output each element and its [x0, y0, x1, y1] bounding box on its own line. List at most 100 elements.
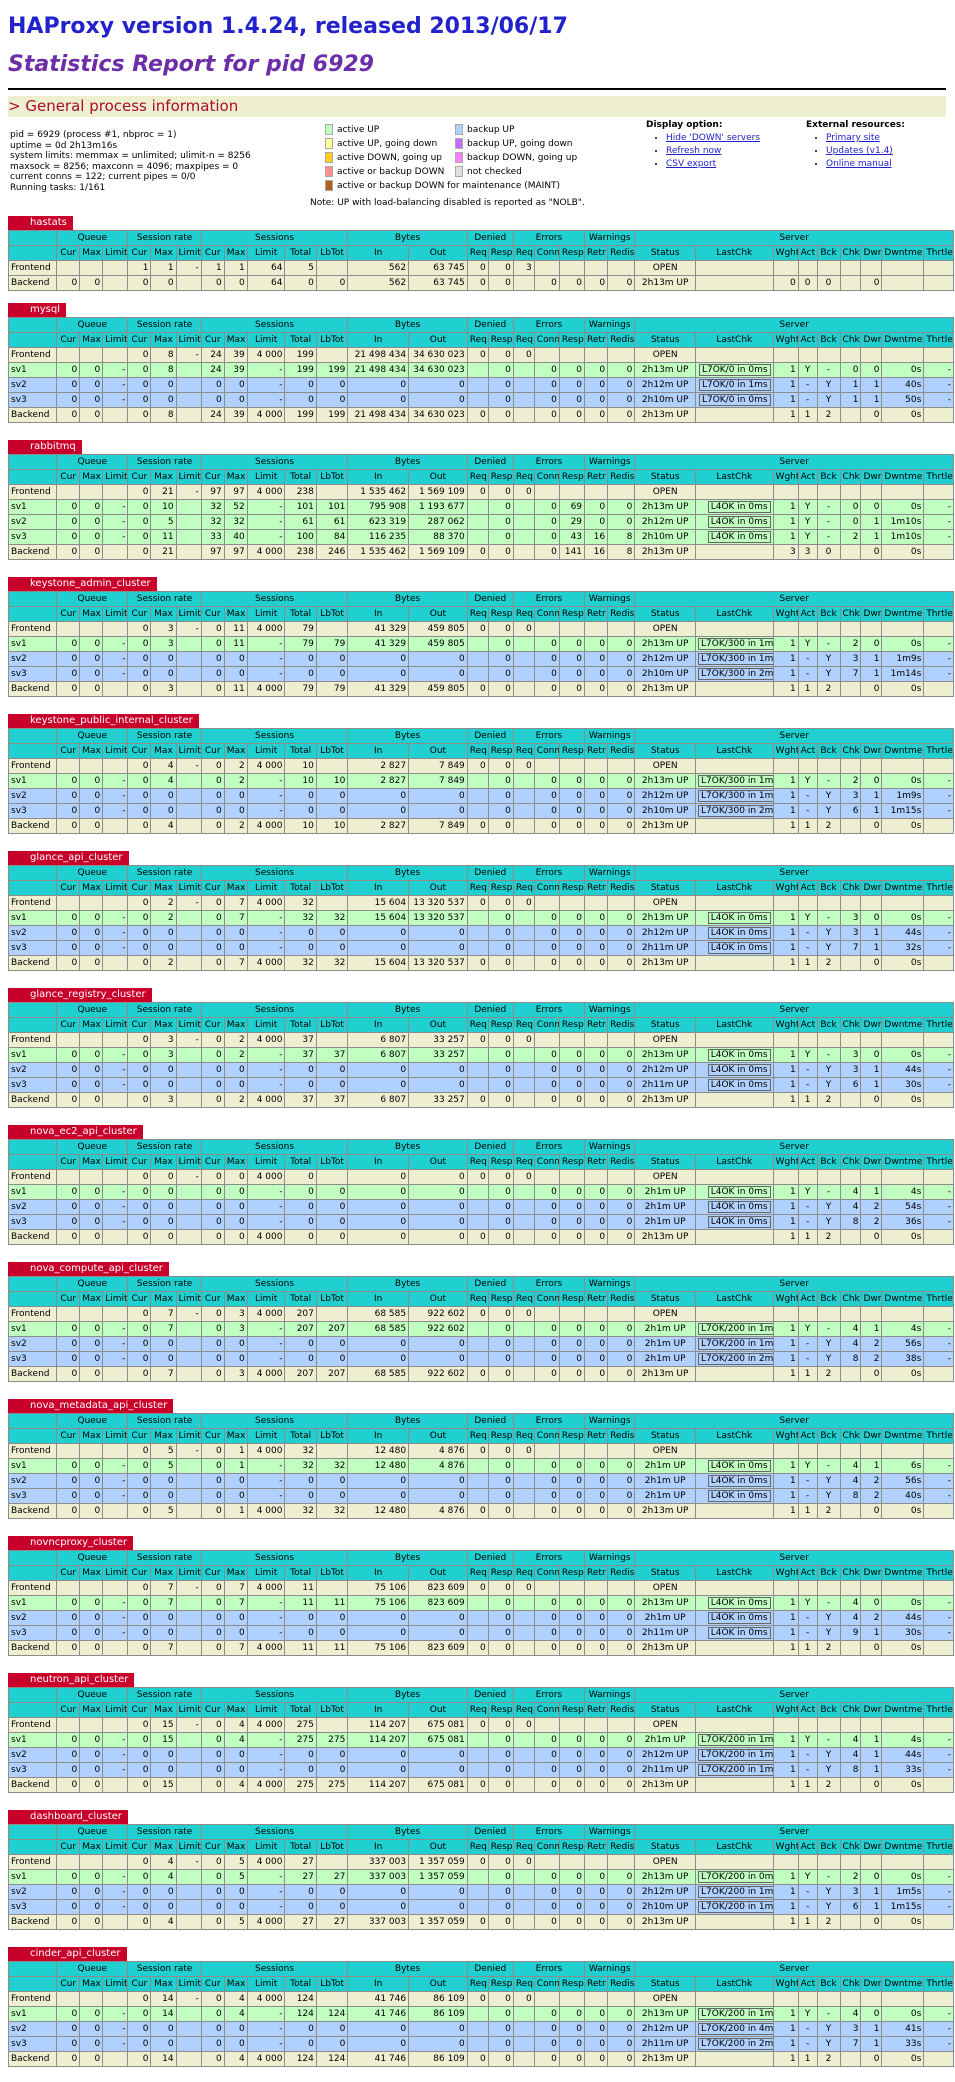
cell-value: 0 — [239, 380, 245, 390]
stat-cell — [56, 347, 81, 363]
cell-value: 2 — [873, 1217, 880, 1227]
row-label[interactable]: sv2 — [7, 651, 58, 667]
row-label[interactable]: sv3 — [7, 2036, 58, 2052]
proxy-name[interactable]: nova_ec2_api_cluster — [8, 1125, 143, 1139]
row-label[interactable]: sv2 — [7, 925, 58, 941]
hide-down-servers-link[interactable]: Hide 'DOWN' servers — [666, 133, 761, 143]
stat-cell: 1 — [772, 2006, 799, 2022]
refresh-now-link[interactable]: Refresh now — [666, 146, 722, 156]
cell-value: 0 — [873, 1780, 880, 1790]
header-col: Limit — [246, 1839, 286, 1855]
row-label[interactable]: sv1 — [7, 1869, 58, 1885]
server-row: sv3 0 0-0 0 0 0-0 0 0 0 0 0 0 0 0 2h11m UP L4OK in 0ms 1… — [7, 1625, 954, 1641]
row-label[interactable]: sv3 — [7, 1351, 58, 1367]
row-label[interactable]: sv3 — [7, 1899, 58, 1915]
row-label[interactable]: sv3 — [7, 392, 58, 408]
proxy-name[interactable]: nova_compute_api_cluster — [8, 1262, 169, 1276]
stat-cell: 0 — [347, 788, 410, 804]
row-label[interactable]: sv1 — [7, 2006, 58, 2022]
cell-value: 0 — [551, 654, 557, 664]
stat-cell: 0 — [487, 955, 514, 971]
row-label[interactable]: sv3 — [7, 1762, 58, 1778]
proxy-name[interactable]: neutron_api_cluster — [8, 1673, 135, 1687]
stat-cell — [512, 1595, 535, 1611]
proxy-name[interactable]: rabbitmq — [8, 440, 82, 454]
row-label[interactable]: sv2 — [7, 1199, 58, 1215]
stat-cell: 124 — [284, 1991, 317, 2007]
header-col: In — [347, 245, 410, 261]
row-label[interactable]: sv2 — [7, 514, 58, 530]
row-label[interactable]: sv1 — [7, 1321, 58, 1337]
cell-value: 9 — [852, 1628, 859, 1638]
proxy-name[interactable]: keystone_public_internal_cluster — [8, 714, 199, 728]
header-col: Wght — [772, 1702, 799, 1718]
stat-cell — [315, 1717, 349, 1733]
row-label[interactable]: sv2 — [7, 1610, 58, 1626]
cell-value: 0 — [576, 1628, 583, 1638]
cell-value: 97 — [233, 487, 245, 497]
stat-cell: 0 — [223, 788, 248, 804]
stat-cell: 0 — [127, 1351, 152, 1367]
proxy-name[interactable]: mysql — [8, 303, 66, 317]
row-label[interactable]: sv1 — [7, 1732, 58, 1748]
row-label[interactable]: sv2 — [7, 788, 58, 804]
proxy-name[interactable]: cinder_api_cluster — [8, 1947, 127, 1961]
row-label[interactable]: sv1 — [7, 910, 58, 926]
header-group: Bytes — [347, 317, 468, 333]
row-label[interactable]: sv3 — [7, 1625, 58, 1641]
proxy-name[interactable]: nova_metadata_api_cluster — [8, 1399, 174, 1413]
row-label[interactable]: sv3 — [7, 666, 58, 682]
row-label[interactable]: sv3 — [7, 1488, 58, 1504]
row-label[interactable]: sv3 — [7, 1214, 58, 1230]
header-group: Queue — [56, 1413, 129, 1429]
stat-cell: 0 — [466, 758, 489, 774]
proxy-name[interactable]: glance_api_cluster — [8, 851, 129, 865]
row-label[interactable]: sv3 — [7, 529, 58, 545]
online-manual-link[interactable]: Online manual — [826, 159, 892, 169]
stat-cell: 0 — [223, 2036, 248, 2052]
row-label[interactable]: sv1 — [7, 1595, 58, 1611]
row-label[interactable]: sv1 — [7, 1458, 58, 1474]
header-col: Thrtle — [923, 880, 954, 896]
stat-cell: - — [175, 1580, 202, 1596]
row-label[interactable]: sv1 — [7, 773, 58, 789]
row-label[interactable]: sv1 — [7, 499, 58, 515]
row-label[interactable]: sv3 — [7, 1077, 58, 1093]
row-label[interactable]: sv2 — [7, 2021, 58, 2037]
stat-cell: 0 — [127, 1503, 152, 1519]
proxy-name[interactable]: dashboard_cluster — [8, 1810, 128, 1824]
csv-export-link[interactable]: CSV export — [666, 159, 717, 169]
stat-cell — [175, 1610, 202, 1626]
proxy-name[interactable]: novncproxy_cluster — [8, 1536, 134, 1550]
cell-value: - — [947, 502, 951, 512]
cell-value: 61 — [333, 517, 346, 527]
cell-value: 12 480 — [374, 1461, 407, 1471]
cell-value: OPEN — [652, 350, 678, 360]
stat-cell: 3 — [512, 260, 535, 276]
header-group: Queue — [56, 1139, 129, 1155]
cell-value: - — [279, 1187, 283, 1197]
row-label[interactable]: sv3 — [7, 803, 58, 819]
stat-cell: 11 — [223, 681, 248, 697]
cell-value: 0 — [94, 2054, 101, 2064]
row-label[interactable]: sv2 — [7, 1336, 58, 1352]
proxy-name[interactable]: keystone_admin_cluster — [8, 577, 157, 591]
proxy-name[interactable]: hastats — [8, 216, 73, 230]
row-label[interactable]: sv1 — [7, 1184, 58, 1200]
stat-cell — [175, 681, 202, 697]
cell-value: 0 — [479, 410, 486, 420]
row-label[interactable]: sv2 — [7, 1747, 58, 1763]
row-label[interactable]: sv2 — [7, 1884, 58, 1900]
primary-site-link[interactable]: Primary site — [826, 133, 880, 143]
row-label[interactable]: sv2 — [7, 377, 58, 393]
stat-cell — [512, 392, 535, 408]
row-label[interactable]: sv1 — [7, 362, 58, 378]
row-label[interactable]: sv3 — [7, 940, 58, 956]
updates-link[interactable]: Updates (v1.4) — [826, 146, 893, 156]
stat-cell: 0 — [607, 1351, 636, 1367]
proxy-name[interactable]: glance_registry_cluster — [8, 988, 152, 1002]
row-label[interactable]: sv2 — [7, 1473, 58, 1489]
row-label[interactable]: sv1 — [7, 636, 58, 652]
row-label[interactable]: sv1 — [7, 1047, 58, 1063]
row-label[interactable]: sv2 — [7, 1062, 58, 1078]
